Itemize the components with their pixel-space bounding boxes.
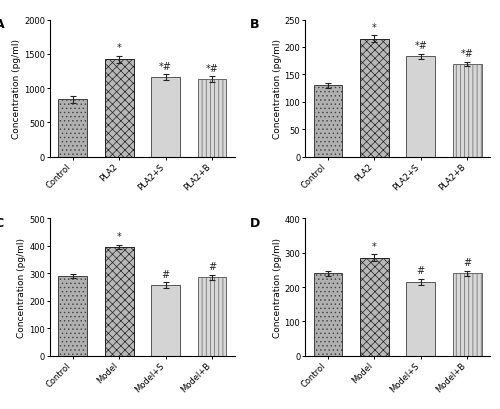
Bar	[406, 282, 435, 356]
Text: *: *	[117, 43, 121, 53]
Bar	[314, 274, 342, 356]
Y-axis label: Concentration (pg/ml): Concentration (pg/ml)	[272, 39, 281, 139]
Text: *: *	[117, 231, 121, 242]
Text: C: C	[0, 216, 4, 229]
Text: *#: *#	[461, 49, 473, 59]
Y-axis label: Concentration (pg/ml): Concentration (pg/ml)	[12, 39, 22, 139]
Bar	[406, 57, 435, 157]
Text: *: *	[372, 22, 376, 32]
Text: D: D	[250, 216, 260, 229]
Bar	[360, 40, 388, 157]
Text: B: B	[250, 18, 259, 31]
Text: *#: *#	[414, 40, 427, 51]
Bar	[453, 65, 482, 157]
Bar	[198, 80, 226, 157]
Y-axis label: Concentration (pg/ml): Concentration (pg/ml)	[18, 238, 26, 337]
Bar	[360, 258, 388, 356]
Bar	[105, 248, 134, 356]
Text: A: A	[0, 18, 4, 31]
Text: #: #	[162, 269, 170, 279]
Bar	[105, 60, 134, 157]
Bar	[453, 274, 482, 356]
Text: *: *	[372, 241, 376, 251]
Text: #: #	[416, 266, 425, 276]
Text: #: #	[208, 261, 216, 271]
Text: *#: *#	[206, 63, 218, 74]
Bar	[152, 78, 180, 157]
Bar	[314, 86, 342, 157]
Bar	[152, 285, 180, 356]
Text: *#: *#	[159, 61, 172, 72]
Bar	[58, 276, 87, 356]
Bar	[198, 278, 226, 356]
Bar	[58, 100, 87, 157]
Y-axis label: Concentration (pg/ml): Concentration (pg/ml)	[272, 238, 281, 337]
Text: #: #	[463, 257, 471, 267]
